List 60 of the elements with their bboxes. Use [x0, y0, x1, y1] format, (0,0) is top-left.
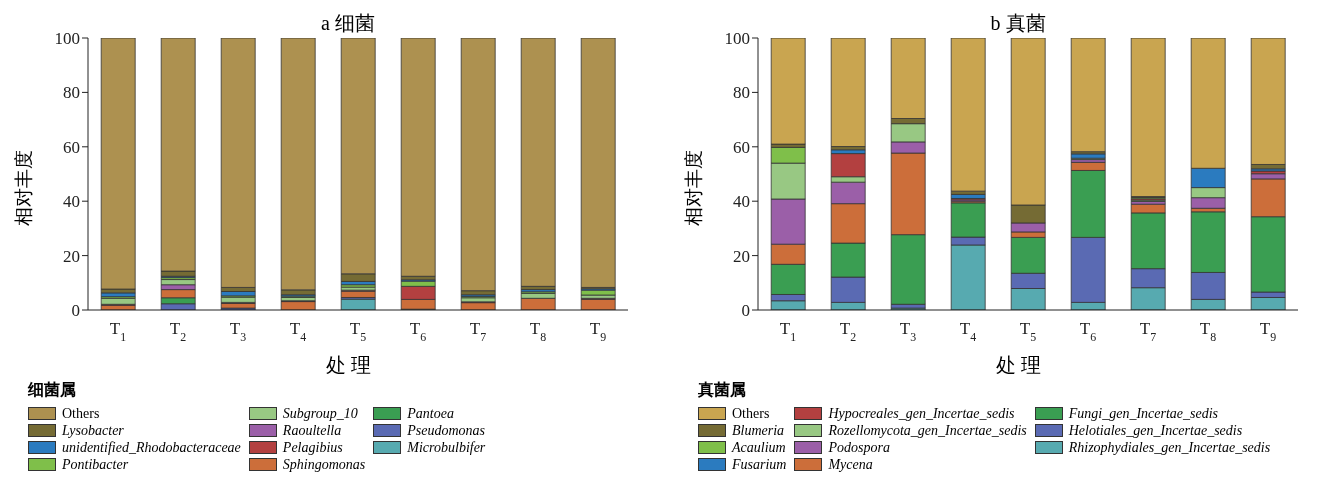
y-tick-label: 60	[733, 137, 750, 157]
y-tick-label: 100	[54, 29, 80, 49]
x-tick-label: T$_{1}$	[109, 319, 127, 344]
x-tick-label: T$_{7}$	[469, 319, 487, 344]
x-tick-label: T$_{6}$	[409, 319, 427, 344]
legend-label: unidentified_Rhodobacteraceae	[61, 439, 241, 456]
chart-title: b 真菌	[990, 12, 1046, 34]
legend-label: Raoultella	[281, 422, 343, 439]
x-axis-title: 处 理	[995, 354, 1041, 376]
x-tick-label: T$_{8}$	[529, 319, 547, 344]
legend-title: 真菌属	[698, 380, 747, 400]
y-tick-label: 80	[733, 83, 750, 103]
y-tick-label: 40	[733, 192, 750, 212]
y-tick-label: 60	[63, 137, 80, 157]
legend-label: Fungi_gen_Incertae_sedis	[1067, 405, 1220, 422]
legend-label: Subgroup_10	[281, 405, 359, 422]
legend-label: Blumeria	[731, 422, 786, 439]
y-tick-label: 100	[724, 29, 750, 49]
x-tick-label: T$_{5}$	[349, 319, 367, 344]
legend-label: Pantoea	[406, 405, 455, 422]
y-tick-label: 20	[63, 246, 80, 266]
x-tick-label: T$_{1}$	[779, 319, 797, 344]
x-tick-label: T$_{2}$	[169, 319, 187, 344]
legend-label: Sphingomonas	[281, 456, 366, 473]
x-tick-label: T$_{9}$	[589, 319, 607, 344]
legend-label: Microbulbifer	[406, 439, 486, 456]
legend-label: Others	[61, 405, 101, 422]
legend-label: Rozellomycota_gen_Incertae_sedis	[827, 422, 1027, 439]
legend-label: Helotiales_gen_Incertae_sedis	[1067, 422, 1244, 439]
x-axis-title: 处 理	[325, 354, 371, 376]
x-tick-label: T$_{4}$	[289, 319, 307, 344]
legend-label: Podospora	[827, 439, 891, 456]
x-tick-label: T$_{3}$	[229, 319, 247, 344]
legend-label: Pontibacter	[61, 456, 130, 473]
legend-label: Pelagibius	[281, 439, 344, 456]
y-tick-label: 0	[71, 301, 80, 321]
y-tick-label: 20	[733, 246, 750, 266]
x-tick-label: T$_{2}$	[839, 319, 857, 344]
legend-label: Fusarium	[731, 456, 787, 473]
x-tick-label: T$_{7}$	[1139, 319, 1157, 344]
x-tick-label: T$_{8}$	[1199, 319, 1217, 344]
x-tick-label: T$_{3}$	[899, 319, 917, 344]
y-tick-label: 40	[63, 192, 80, 212]
y-tick-label: 80	[63, 83, 80, 103]
y-axis-title: 相对丰度	[13, 150, 34, 226]
legend-label: Acaulium	[730, 439, 787, 456]
legend-label: Lysobacter	[61, 422, 125, 439]
legend-label: Mycena	[827, 456, 874, 473]
x-tick-label: T$_{5}$	[1019, 319, 1037, 344]
chart-title: a 细菌	[321, 12, 375, 34]
legend-label: Pseudomonas	[406, 422, 486, 439]
legend-label: Others	[731, 405, 771, 422]
x-tick-label: T$_{6}$	[1079, 319, 1097, 344]
legend-label: Hypocreales_gen_Incertae_sedis	[827, 405, 1016, 422]
legend-label: Rhizophydiales_gen_Incertae_sedis	[1067, 439, 1271, 456]
y-tick-label: 0	[741, 301, 750, 321]
x-tick-label: T$_{9}$	[1259, 319, 1277, 344]
y-axis-title: 相对丰度	[683, 150, 704, 226]
x-tick-label: T$_{4}$	[959, 319, 977, 344]
legend-title: 细菌属	[28, 380, 77, 400]
